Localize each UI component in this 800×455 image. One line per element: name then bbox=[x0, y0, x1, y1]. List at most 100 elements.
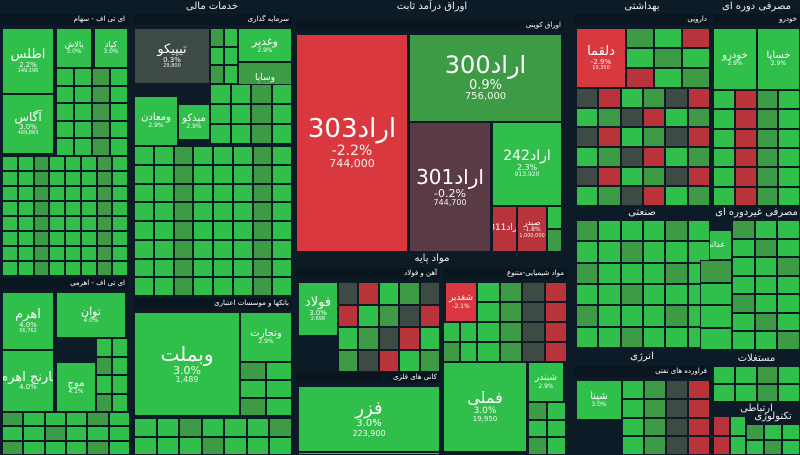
treemap-cell[interactable] bbox=[56, 103, 74, 121]
treemap-cell[interactable] bbox=[224, 28, 238, 47]
treemap-cell[interactable] bbox=[33, 171, 50, 186]
treemap-cell[interactable] bbox=[173, 258, 194, 278]
treemap-cell[interactable] bbox=[213, 202, 233, 221]
treemap-cell[interactable] bbox=[65, 246, 81, 261]
treemap-cell[interactable] bbox=[378, 327, 400, 350]
treemap-cell[interactable] bbox=[499, 322, 522, 342]
treemap-tile[interactable]: صبدر -1.8% 1,000,000 bbox=[517, 206, 547, 252]
treemap-cell[interactable] bbox=[544, 302, 567, 322]
treemap-cell[interactable] bbox=[522, 282, 545, 302]
treemap-cell[interactable] bbox=[230, 104, 251, 124]
treemap-cell[interactable] bbox=[49, 186, 65, 201]
treemap-cell[interactable] bbox=[643, 262, 666, 284]
treemap-cell[interactable] bbox=[153, 239, 174, 259]
treemap-cell[interactable] bbox=[252, 277, 273, 296]
treemap-cell[interactable] bbox=[80, 201, 97, 216]
treemap-cell[interactable] bbox=[173, 202, 194, 221]
treemap-cell[interactable] bbox=[2, 201, 18, 216]
treemap-cell[interactable] bbox=[598, 326, 621, 348]
treemap-cell[interactable] bbox=[700, 282, 732, 305]
treemap-cell[interactable] bbox=[74, 120, 92, 139]
treemap-cell[interactable] bbox=[576, 262, 599, 284]
treemap-cell[interactable] bbox=[96, 171, 113, 186]
treemap-cell[interactable] bbox=[134, 436, 157, 455]
treemap-tile[interactable]: شبندر 2.9% bbox=[528, 362, 564, 402]
treemap-cell[interactable] bbox=[778, 109, 800, 129]
treemap-cell[interactable] bbox=[272, 202, 292, 221]
treemap-cell[interactable] bbox=[576, 107, 599, 128]
treemap-cell[interactable] bbox=[778, 167, 800, 187]
treemap-cell[interactable] bbox=[620, 326, 643, 348]
treemap-cell[interactable] bbox=[688, 417, 710, 437]
treemap-cell[interactable] bbox=[266, 398, 292, 416]
treemap-cell[interactable] bbox=[620, 88, 643, 108]
treemap-cell[interactable] bbox=[576, 186, 599, 206]
treemap-cell[interactable] bbox=[338, 349, 359, 372]
treemap-cell[interactable] bbox=[687, 147, 710, 167]
treemap-cell[interactable] bbox=[74, 138, 92, 156]
treemap-cell[interactable] bbox=[626, 28, 654, 48]
treemap-cell[interactable] bbox=[576, 127, 599, 147]
treemap-cell[interactable] bbox=[778, 90, 800, 110]
treemap-cell[interactable] bbox=[232, 258, 253, 278]
treemap-tile[interactable]: تیپیکو 0.3% 29,800 bbox=[134, 28, 210, 84]
treemap-cell[interactable] bbox=[96, 356, 112, 375]
treemap-cell[interactable] bbox=[210, 46, 224, 66]
treemap-cell[interactable] bbox=[80, 216, 97, 231]
treemap-cell[interactable] bbox=[251, 104, 272, 124]
treemap-cell[interactable] bbox=[644, 417, 666, 437]
treemap-cell[interactable] bbox=[665, 186, 688, 206]
treemap-cell[interactable] bbox=[777, 331, 800, 350]
treemap-tile[interactable]: اراد303 -2.2% 744,000 bbox=[296, 34, 408, 252]
treemap-cell[interactable] bbox=[108, 440, 130, 455]
treemap-cell[interactable] bbox=[240, 380, 266, 398]
treemap-cell[interactable] bbox=[272, 183, 292, 203]
treemap-tile[interactable]: اراد300 0.9% 756,000 bbox=[409, 34, 562, 122]
treemap-cell[interactable] bbox=[112, 171, 128, 186]
treemap-cell[interactable] bbox=[700, 305, 732, 328]
treemap-cell[interactable] bbox=[756, 186, 779, 206]
treemap-cell[interactable] bbox=[687, 241, 710, 263]
treemap-cell[interactable] bbox=[620, 284, 643, 306]
treemap-cell[interactable] bbox=[665, 284, 688, 306]
treemap-cell[interactable] bbox=[643, 326, 666, 348]
treemap-cell[interactable] bbox=[224, 65, 238, 84]
treemap-cell[interactable] bbox=[56, 138, 74, 156]
treemap-cell[interactable] bbox=[764, 439, 782, 455]
treemap-cell[interactable] bbox=[746, 424, 764, 440]
treemap-cell[interactable] bbox=[729, 435, 746, 455]
treemap-cell[interactable] bbox=[544, 322, 567, 342]
treemap-cell[interactable] bbox=[230, 124, 251, 144]
treemap-cell[interactable] bbox=[620, 127, 643, 147]
treemap-tile[interactable]: موج 4.1% bbox=[56, 362, 96, 412]
treemap-cell[interactable] bbox=[547, 419, 566, 438]
treemap-cell[interactable] bbox=[754, 220, 778, 239]
treemap-cell[interactable] bbox=[2, 246, 18, 261]
treemap-cell[interactable] bbox=[499, 342, 522, 362]
treemap-cell[interactable] bbox=[665, 305, 688, 327]
treemap-cell[interactable] bbox=[112, 186, 128, 201]
treemap-cell[interactable] bbox=[193, 277, 213, 296]
treemap-cell[interactable] bbox=[49, 156, 65, 171]
treemap-cell[interactable] bbox=[74, 103, 92, 121]
treemap-tile[interactable]: ونجارت 2.9% bbox=[240, 312, 292, 362]
treemap-tile[interactable]: آگاس 3.0% 469,883 bbox=[2, 94, 54, 154]
treemap-cell[interactable] bbox=[33, 186, 50, 201]
treemap-cell[interactable] bbox=[576, 326, 599, 348]
treemap-cell[interactable] bbox=[108, 426, 130, 441]
treemap-cell[interactable] bbox=[17, 171, 34, 186]
treemap-cell[interactable] bbox=[460, 342, 477, 362]
treemap-cell[interactable] bbox=[173, 221, 194, 240]
treemap-cell[interactable] bbox=[96, 201, 113, 216]
treemap-cell[interactable] bbox=[266, 362, 292, 380]
treemap-cell[interactable] bbox=[687, 107, 710, 128]
treemap-cell[interactable] bbox=[419, 349, 440, 372]
treemap-cell[interactable] bbox=[134, 258, 154, 278]
treemap-cell[interactable] bbox=[754, 257, 778, 276]
treemap-cell[interactable] bbox=[193, 164, 213, 184]
treemap-cell[interactable] bbox=[252, 183, 273, 203]
treemap-cell[interactable] bbox=[213, 277, 233, 296]
treemap-cell[interactable] bbox=[644, 380, 666, 399]
treemap-tile[interactable]: فزر 3.0% 223,900 bbox=[298, 386, 440, 452]
treemap-cell[interactable] bbox=[210, 28, 224, 47]
